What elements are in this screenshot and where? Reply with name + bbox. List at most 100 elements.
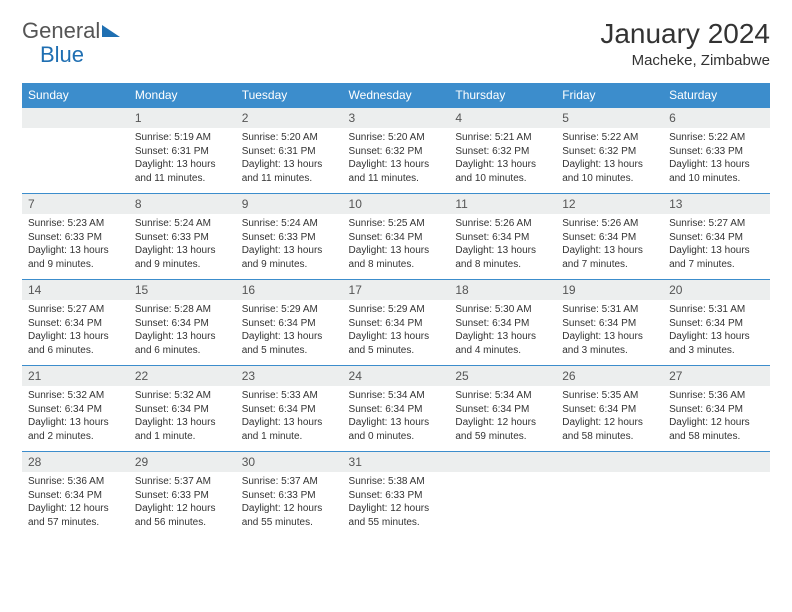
day-number — [663, 452, 770, 472]
daylight-text: Daylight: 12 hours and 56 minutes. — [135, 502, 230, 529]
sunset-text: Sunset: 6:34 PM — [135, 317, 230, 331]
day-number: 2 — [236, 108, 343, 128]
sunset-text: Sunset: 6:33 PM — [135, 489, 230, 503]
daylight-text: Daylight: 13 hours and 8 minutes. — [349, 244, 444, 271]
sunrise-text: Sunrise: 5:37 AM — [135, 475, 230, 489]
weekday-header-row: Sunday Monday Tuesday Wednesday Thursday… — [22, 83, 770, 108]
day-details: Sunrise: 5:23 AMSunset: 6:33 PMDaylight:… — [22, 214, 129, 279]
daylight-text: Daylight: 13 hours and 6 minutes. — [28, 330, 123, 357]
day-number: 23 — [236, 366, 343, 386]
day-details: Sunrise: 5:34 AMSunset: 6:34 PMDaylight:… — [343, 386, 450, 451]
day-number: 14 — [22, 280, 129, 300]
sunrise-text: Sunrise: 5:36 AM — [28, 475, 123, 489]
sunrise-text: Sunrise: 5:27 AM — [669, 217, 764, 231]
sunrise-text: Sunrise: 5:31 AM — [669, 303, 764, 317]
daylight-text: Daylight: 13 hours and 2 minutes. — [28, 416, 123, 443]
day-details: Sunrise: 5:29 AMSunset: 6:34 PMDaylight:… — [236, 300, 343, 365]
sunrise-text: Sunrise: 5:32 AM — [28, 389, 123, 403]
logo-text-general: General — [22, 18, 100, 44]
day-cell: 17Sunrise: 5:29 AMSunset: 6:34 PMDayligh… — [343, 280, 450, 366]
location-subtitle: Macheke, Zimbabwe — [600, 52, 770, 69]
day-cell: 21Sunrise: 5:32 AMSunset: 6:34 PMDayligh… — [22, 366, 129, 452]
sunrise-text: Sunrise: 5:26 AM — [562, 217, 657, 231]
day-number: 3 — [343, 108, 450, 128]
daylight-text: Daylight: 13 hours and 10 minutes. — [562, 158, 657, 185]
sunset-text: Sunset: 6:34 PM — [455, 403, 550, 417]
daylight-text: Daylight: 13 hours and 9 minutes. — [242, 244, 337, 271]
sunrise-text: Sunrise: 5:25 AM — [349, 217, 444, 231]
title-block: January 2024 Macheke, Zimbabwe — [600, 18, 770, 69]
day-cell — [556, 452, 663, 538]
sunset-text: Sunset: 6:32 PM — [455, 145, 550, 159]
sunrise-text: Sunrise: 5:29 AM — [242, 303, 337, 317]
day-details: Sunrise: 5:37 AMSunset: 6:33 PMDaylight:… — [129, 472, 236, 537]
logo: General — [22, 18, 120, 44]
sunrise-text: Sunrise: 5:34 AM — [455, 389, 550, 403]
sunset-text: Sunset: 6:33 PM — [669, 145, 764, 159]
weekday-header: Tuesday — [236, 83, 343, 108]
sunrise-text: Sunrise: 5:19 AM — [135, 131, 230, 145]
day-cell: 24Sunrise: 5:34 AMSunset: 6:34 PMDayligh… — [343, 366, 450, 452]
weekday-header: Sunday — [22, 83, 129, 108]
day-number: 16 — [236, 280, 343, 300]
day-cell: 11Sunrise: 5:26 AMSunset: 6:34 PMDayligh… — [449, 194, 556, 280]
day-details: Sunrise: 5:24 AMSunset: 6:33 PMDaylight:… — [129, 214, 236, 279]
sunset-text: Sunset: 6:32 PM — [349, 145, 444, 159]
day-details: Sunrise: 5:26 AMSunset: 6:34 PMDaylight:… — [556, 214, 663, 279]
day-number: 31 — [343, 452, 450, 472]
daylight-text: Daylight: 13 hours and 0 minutes. — [349, 416, 444, 443]
day-details: Sunrise: 5:27 AMSunset: 6:34 PMDaylight:… — [663, 214, 770, 279]
sunrise-text: Sunrise: 5:22 AM — [669, 131, 764, 145]
sunrise-text: Sunrise: 5:33 AM — [242, 389, 337, 403]
day-number: 29 — [129, 452, 236, 472]
weekday-header: Friday — [556, 83, 663, 108]
daylight-text: Daylight: 13 hours and 1 minute. — [242, 416, 337, 443]
daylight-text: Daylight: 12 hours and 58 minutes. — [562, 416, 657, 443]
daylight-text: Daylight: 13 hours and 5 minutes. — [242, 330, 337, 357]
day-number: 15 — [129, 280, 236, 300]
day-details: Sunrise: 5:35 AMSunset: 6:34 PMDaylight:… — [556, 386, 663, 451]
sunset-text: Sunset: 6:34 PM — [669, 231, 764, 245]
day-cell: 27Sunrise: 5:36 AMSunset: 6:34 PMDayligh… — [663, 366, 770, 452]
sunset-text: Sunset: 6:34 PM — [455, 317, 550, 331]
weekday-header: Wednesday — [343, 83, 450, 108]
daylight-text: Daylight: 13 hours and 10 minutes. — [669, 158, 764, 185]
day-details: Sunrise: 5:27 AMSunset: 6:34 PMDaylight:… — [22, 300, 129, 365]
daylight-text: Daylight: 13 hours and 3 minutes. — [669, 330, 764, 357]
sunset-text: Sunset: 6:33 PM — [242, 489, 337, 503]
day-details: Sunrise: 5:36 AMSunset: 6:34 PMDaylight:… — [663, 386, 770, 451]
day-number: 30 — [236, 452, 343, 472]
day-cell — [663, 452, 770, 538]
header: General January 2024 Macheke, Zimbabwe — [22, 18, 770, 69]
day-cell: 14Sunrise: 5:27 AMSunset: 6:34 PMDayligh… — [22, 280, 129, 366]
day-details: Sunrise: 5:36 AMSunset: 6:34 PMDaylight:… — [22, 472, 129, 537]
day-details: Sunrise: 5:26 AMSunset: 6:34 PMDaylight:… — [449, 214, 556, 279]
week-row: 1Sunrise: 5:19 AMSunset: 6:31 PMDaylight… — [22, 108, 770, 194]
daylight-text: Daylight: 13 hours and 3 minutes. — [562, 330, 657, 357]
day-details: Sunrise: 5:22 AMSunset: 6:32 PMDaylight:… — [556, 128, 663, 193]
day-details: Sunrise: 5:31 AMSunset: 6:34 PMDaylight:… — [663, 300, 770, 365]
daylight-text: Daylight: 13 hours and 10 minutes. — [455, 158, 550, 185]
sunset-text: Sunset: 6:34 PM — [28, 317, 123, 331]
week-row: 28Sunrise: 5:36 AMSunset: 6:34 PMDayligh… — [22, 452, 770, 538]
day-details: Sunrise: 5:25 AMSunset: 6:34 PMDaylight:… — [343, 214, 450, 279]
sunset-text: Sunset: 6:34 PM — [349, 317, 444, 331]
day-details: Sunrise: 5:21 AMSunset: 6:32 PMDaylight:… — [449, 128, 556, 193]
day-details: Sunrise: 5:29 AMSunset: 6:34 PMDaylight:… — [343, 300, 450, 365]
day-number: 22 — [129, 366, 236, 386]
day-number: 27 — [663, 366, 770, 386]
sunrise-text: Sunrise: 5:24 AM — [135, 217, 230, 231]
sunrise-text: Sunrise: 5:23 AM — [28, 217, 123, 231]
sunrise-text: Sunrise: 5:21 AM — [455, 131, 550, 145]
daylight-text: Daylight: 12 hours and 58 minutes. — [669, 416, 764, 443]
day-details: Sunrise: 5:20 AMSunset: 6:31 PMDaylight:… — [236, 128, 343, 193]
daylight-text: Daylight: 13 hours and 9 minutes. — [28, 244, 123, 271]
sunset-text: Sunset: 6:34 PM — [669, 403, 764, 417]
day-details: Sunrise: 5:38 AMSunset: 6:33 PMDaylight:… — [343, 472, 450, 537]
day-details: Sunrise: 5:30 AMSunset: 6:34 PMDaylight:… — [449, 300, 556, 365]
day-cell: 7Sunrise: 5:23 AMSunset: 6:33 PMDaylight… — [22, 194, 129, 280]
day-number: 18 — [449, 280, 556, 300]
day-cell: 9Sunrise: 5:24 AMSunset: 6:33 PMDaylight… — [236, 194, 343, 280]
logo-text-blue: Blue — [40, 42, 84, 68]
day-number — [449, 452, 556, 472]
